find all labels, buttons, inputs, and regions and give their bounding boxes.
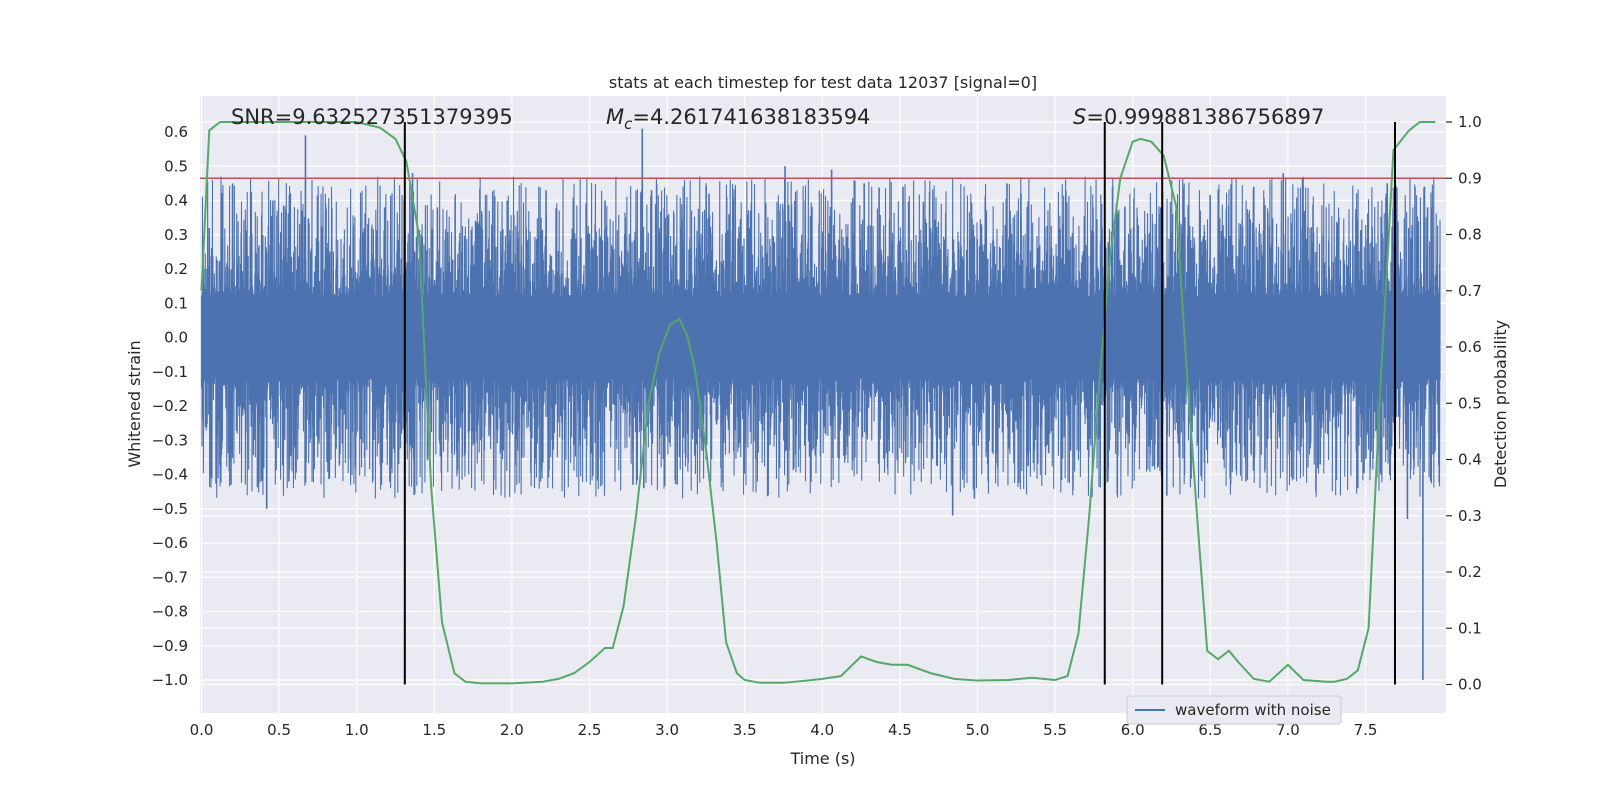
x-tick-label: 4.5 [888, 721, 912, 739]
waveform-line [200, 176, 1441, 499]
y2-axis-ticks: 1.0 0.9 0.8 0.7 0.6 0.5 0.4 0.3 0.2 0.1 0.0 [1446, 113, 1482, 694]
y-tick-label: −0.2 [152, 397, 188, 415]
y-tick-label: 0.1 [164, 294, 188, 312]
y-tick-label: −0.1 [152, 363, 188, 381]
y-tick-label: −0.8 [152, 603, 188, 621]
y-tick-label: 0.4 [164, 192, 188, 210]
y-tick-label: 0.3 [164, 226, 188, 244]
y2-tick-label: 0.2 [1458, 563, 1482, 581]
y-tick-label: 0.2 [164, 260, 188, 278]
legend-box [1126, 695, 1342, 725]
probability-line [200, 121, 1436, 685]
x-axis-label: Time (s) [789, 749, 855, 768]
snr-annotation: SNR=9.632527351379395 [231, 105, 513, 129]
y2-tick-label: 0.5 [1458, 394, 1482, 412]
x-tick-label: 3.5 [733, 721, 757, 739]
y2-axis-label: Detection probability [1491, 320, 1510, 488]
y-tick-label: −0.5 [152, 500, 188, 518]
x-tick-label: 2.5 [578, 721, 602, 739]
mc-symbol: M [606, 105, 624, 129]
y-tick-label: −0.6 [152, 534, 188, 552]
x-tick-label: 4.0 [810, 721, 834, 739]
y2-tick-label: 1.0 [1458, 113, 1482, 131]
y2-tick-label: 0.7 [1458, 282, 1482, 300]
mc-subscript: c [624, 115, 633, 133]
s-annotation: S=0.999881386756897 [1073, 105, 1324, 129]
x-tick-label: 6.5 [1198, 721, 1222, 739]
y-tick-label: −0.3 [152, 431, 188, 449]
probability-series [200, 121, 1436, 685]
y-tick-label: −0.4 [152, 466, 188, 484]
y2-tick-label: 0.3 [1458, 507, 1482, 525]
y-tick-label: 0.6 [164, 123, 188, 141]
y2-tick-label: 0.1 [1458, 619, 1482, 637]
y2-tick-label: 0.4 [1458, 451, 1482, 469]
legend-label: waveform with noise [1175, 701, 1331, 719]
x-axis-ticks: 0.0 0.5 1.0 1.5 2.0 2.5 3.0 3.5 4.0 4.5 5.0 5.5 6.0 6… [190, 721, 1378, 739]
s-symbol: S [1073, 105, 1086, 129]
x-tick-label: 7.5 [1354, 721, 1378, 739]
y-tick-label: 0.5 [164, 157, 188, 175]
y-tick-label: −0.7 [152, 568, 188, 586]
x-tick-label: 2.0 [500, 721, 524, 739]
event-lines [403, 122, 1396, 685]
x-tick-label: 1.0 [345, 721, 369, 739]
y-tick-label: −1.0 [152, 671, 188, 689]
mc-annotation: Mc=4.261741638183594 [606, 105, 870, 133]
y2-tick-label: 0.8 [1458, 226, 1482, 244]
x-tick-label: 0.0 [190, 721, 214, 739]
chart-title: stats at each timestep for test data 120… [609, 73, 1037, 92]
legend: waveform with noise [1126, 695, 1342, 725]
y-tick-label: 0.0 [164, 329, 188, 347]
x-tick-label: 6.0 [1121, 721, 1145, 739]
y2-tick-label: 0.6 [1458, 338, 1482, 356]
y2-tick-label: 0.9 [1458, 169, 1482, 187]
y2-tick-label: 0.0 [1458, 676, 1482, 694]
x-tick-label: 3.0 [655, 721, 679, 739]
y-axis-label: Whitened strain [125, 340, 144, 467]
y-tick-label: −0.9 [152, 637, 188, 655]
mc-value: =4.261741638183594 [632, 105, 870, 129]
x-tick-label: 5.5 [1043, 721, 1067, 739]
y-axis-ticks: 0.6 0.5 0.4 0.3 0.2 0.1 0.0 −0.1 −0.2 −0.3 −0.4 −0.… [152, 123, 188, 689]
x-tick-label: 7.0 [1276, 721, 1300, 739]
x-tick-label: 5.0 [966, 721, 990, 739]
x-tick-label: 1.5 [422, 721, 446, 739]
x-tick-label: 0.5 [267, 721, 291, 739]
s-value: =0.999881386756897 [1086, 105, 1324, 129]
